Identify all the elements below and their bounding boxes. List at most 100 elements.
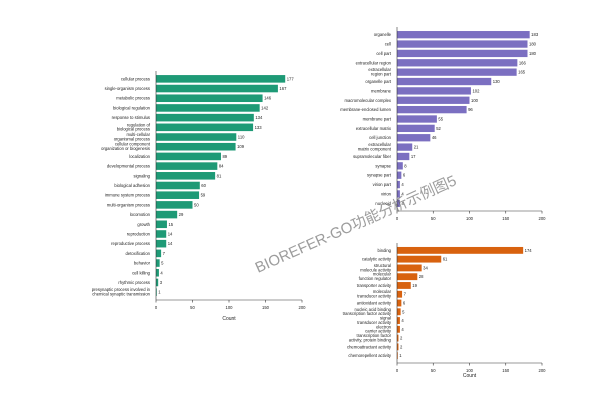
bp-value-label: 14 (168, 241, 173, 246)
cc-bar (397, 40, 528, 48)
bp-category-label: growth (137, 222, 150, 227)
mf-value-label: 34 (423, 265, 428, 270)
cc-value-label: 55 (438, 117, 443, 122)
bp-x-tick-label: 100 (226, 305, 234, 310)
mf-x-tick-label: 200 (539, 368, 547, 373)
cc-category-label: nucleoid (375, 201, 391, 206)
mf-category-label: chemoattractant activity (347, 344, 392, 349)
bp-bar (156, 191, 200, 199)
cc-bar (397, 87, 471, 95)
bp-category-label: cellular component organization or biogen… (101, 142, 151, 151)
cc-bar (397, 134, 431, 142)
bp-category-label: regulation of biological process (117, 122, 151, 131)
bp-bar (156, 75, 286, 83)
mf-category-label: catalytic activity (362, 257, 392, 262)
bp-category-label: metabolic process (116, 96, 150, 101)
bp-bar (156, 123, 254, 132)
cc-category-label: synapse (375, 163, 391, 168)
mf-category-label: structural molecule activity (360, 263, 392, 272)
bp-value-label: 142 (261, 105, 269, 110)
cc-x-tick-label: 100 (466, 216, 474, 221)
bp-bar (156, 152, 221, 161)
bp-value-label: 134 (255, 115, 263, 120)
cc-category-label: organelle part (365, 79, 391, 84)
cc-x-tick-label: 150 (502, 216, 510, 221)
bp-category-label: behavior (134, 261, 151, 266)
bp-category-label: detoxification (126, 251, 151, 256)
mf-bar (397, 255, 442, 263)
mf-bar (397, 273, 418, 281)
mf-value-label: 28 (419, 274, 424, 279)
mf-category-label: binding (377, 248, 391, 253)
cc-value-label: 165 (518, 70, 526, 75)
cc-bar (397, 49, 528, 58)
mf-category-label: electron carrier activity (365, 324, 392, 333)
bp-value-label: 81 (217, 173, 222, 178)
bp-category-label: localization (129, 154, 150, 159)
bp-bar (156, 104, 260, 112)
cc-value-label: 4 (401, 201, 404, 206)
bp-bar (156, 113, 254, 122)
cc-category-label: organelle (374, 32, 392, 37)
bp-category-label: reproductive process (111, 241, 150, 246)
bp-bar (156, 181, 200, 190)
mf-bar (397, 264, 422, 272)
cc-bar (397, 77, 492, 86)
bp-category-label: reproduction (127, 231, 151, 236)
cc-bar (397, 59, 518, 67)
mf-value-label: 6 (403, 301, 406, 306)
bp-bar (156, 94, 263, 103)
cc-value-label: 102 (472, 88, 480, 93)
cc-bar (397, 124, 435, 133)
bp-x-axis-label: Count (222, 316, 236, 322)
mf-value-label: 2 (400, 344, 403, 349)
mf-bar (397, 290, 403, 298)
cc-value-label: 183 (531, 32, 539, 37)
mf-value-label: 1 (399, 353, 402, 358)
mf-category-label: nucleic acid binding transcription factor… (343, 307, 392, 316)
mf-value-label: 4 (401, 327, 404, 332)
bp-value-label: 60 (201, 183, 206, 188)
bp-bar (156, 288, 157, 296)
cc-category-label: supramolecular fiber (353, 154, 392, 159)
bp-category-label: response to stimulus (112, 115, 150, 120)
cc-value-label: 180 (529, 42, 537, 47)
cc-bar (397, 68, 517, 76)
cc-x-tick-label: 50 (431, 216, 436, 221)
bp-category-label: biological adhesion (114, 183, 150, 188)
bp-bar (156, 172, 216, 180)
cc-value-label: 100 (471, 98, 479, 103)
bp-value-label: 89 (222, 154, 227, 159)
cc-category-label: synapse part (367, 173, 392, 178)
mf-bar (397, 246, 524, 254)
cc-value-label: 6 (403, 173, 406, 178)
bp-category-label: single-organism process (105, 86, 150, 91)
mf-bar (397, 317, 400, 324)
cc-value-label: 4 (401, 182, 404, 187)
mf-x-axis-label: Count (463, 373, 477, 379)
bp-category-label: cell killing (132, 270, 151, 275)
bp-bar (156, 201, 193, 209)
bp-value-label: 133 (255, 125, 263, 130)
mf-bar (397, 299, 402, 307)
cc-category-label: membrane part (363, 117, 392, 122)
cc-bar (397, 31, 530, 39)
cc-value-label: 130 (493, 79, 501, 84)
cc-value-label: 166 (519, 60, 527, 65)
bp-bar (156, 249, 162, 258)
cc-bar (397, 162, 403, 170)
bp-bar (156, 278, 159, 287)
cc-bar (397, 105, 467, 114)
mf-category-label: molecular function regulator (359, 272, 392, 281)
cc-x-tick-label: 0 (396, 216, 399, 221)
bp-category-label: developmental process (107, 164, 150, 169)
bp-value-label: 109 (237, 144, 245, 149)
cc-category-label: extracellular region (356, 60, 392, 65)
cc-category-label: virion (381, 191, 392, 196)
bp-bar (156, 133, 237, 141)
mf-value-label: 4 (401, 318, 404, 323)
cc-category-label: membrane-enclosed lumen (340, 107, 391, 112)
bp-value-label: 15 (168, 222, 173, 227)
bp-value-label: 5 (161, 261, 164, 266)
